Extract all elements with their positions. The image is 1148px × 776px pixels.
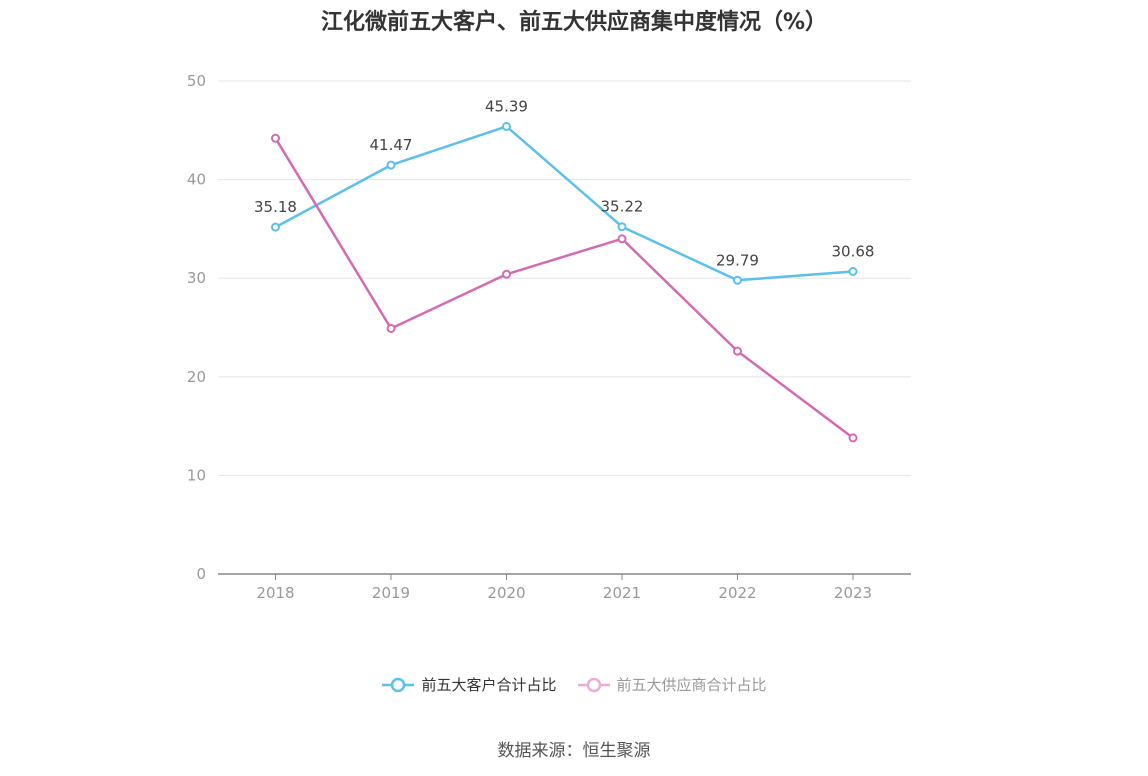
series-2-point-2021 [617, 234, 627, 244]
y-tick-label-50: 50 [187, 72, 206, 90]
legend-label-suppliers: 前五大供应商合计占比 [616, 676, 767, 694]
series-2-point-2020 [502, 269, 511, 279]
y-tick-label-40: 40 [187, 171, 206, 189]
series-2-point-2023 [848, 433, 858, 443]
series-2-point-2019 [386, 323, 396, 333]
series-1-point-2021 [617, 222, 627, 232]
legend-item-customers[interactable]: 前五大客户合计占比 [381, 674, 557, 695]
x-tick-label-2020: 2020 [487, 584, 525, 602]
series-1-point-2023 [848, 266, 858, 276]
legend-item-suppliers[interactable]: 前五大供应商合计占比 [577, 674, 767, 695]
series-2-point-2022 [733, 346, 742, 356]
axes: 0 10 20 30 40 50 2018 2019 2020 2021 2022 2023 [187, 72, 911, 602]
series-1-point-2018 [271, 222, 280, 232]
x-tick-label-2023: 2023 [834, 584, 872, 602]
y-tick-label-10: 10 [187, 466, 206, 484]
data-label-2019: 41.47 [370, 136, 413, 154]
y-tick-label-30: 30 [187, 269, 206, 287]
data-label-2018: 35.18 [254, 198, 297, 216]
legend-marker-customers [382, 677, 415, 692]
series-line-1 [274, 125, 854, 282]
grid-lines [218, 80, 911, 476]
series-1-point-2019 [386, 160, 396, 170]
data-label-2020: 45.39 [485, 97, 528, 115]
data-label-2021: 35.22 [601, 198, 644, 216]
legend-marker-suppliers [577, 677, 610, 692]
series-lines [271, 121, 858, 443]
y-tick-label-0: 0 [196, 565, 206, 583]
series-2-point-2018 [271, 133, 280, 143]
legend: 前五大客户合计占比 前五大供应商合计占比 [0, 674, 1148, 695]
legend-label-customers: 前五大客户合计占比 [421, 676, 557, 694]
x-tick-label-2022: 2022 [718, 584, 756, 602]
y-tick-label-20: 20 [187, 368, 206, 386]
series-1-point-2020 [502, 121, 511, 131]
series-1-point-2022 [733, 275, 742, 285]
chart-title: 江化微前五大客户、前五大供应商集中度情况（%） [320, 10, 828, 35]
data-label-2023: 30.68 [832, 242, 875, 260]
x-tick-label-2018: 2018 [256, 584, 294, 602]
series-line-2 [274, 137, 854, 439]
data-label-2022: 29.79 [716, 251, 759, 269]
data-source: 数据来源：恒生聚源 [497, 741, 651, 761]
data-labels: 35.18 41.47 45.39 35.22 29.79 30.68 [254, 97, 874, 269]
x-tick-label-2021: 2021 [603, 584, 641, 602]
x-tick-label-2019: 2019 [372, 584, 410, 602]
